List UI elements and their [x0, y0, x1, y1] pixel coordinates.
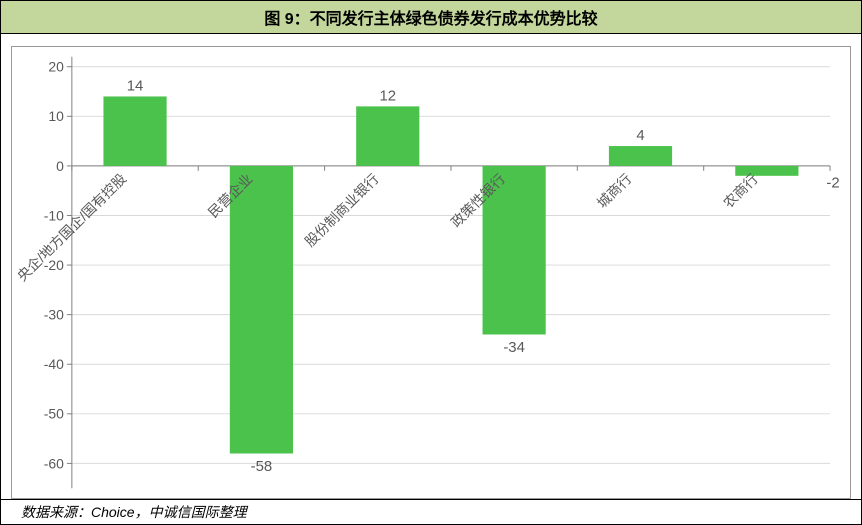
svg-text:10: 10 [48, 108, 64, 124]
chart-container: 图 9：不同发行主体绿色债券发行成本优势比较 -60 -50 -40 -30 -2 0 -1… [0, 0, 862, 525]
chart-area: -60-50-40-30-20-100102014央企/地方国企/国有控股-58… [1, 34, 861, 499]
data-source: 数据来源：Choice，中诚信国际整理 [1, 499, 861, 524]
svg-text:-60: -60 [44, 455, 64, 471]
bar [609, 146, 672, 166]
svg-text:20: 20 [48, 59, 64, 75]
svg-text:-10: -10 [44, 207, 64, 223]
category-label: 股份制商业银行 [301, 170, 382, 249]
svg-text:-50: -50 [44, 406, 64, 422]
category-label: 农商行 [720, 170, 761, 210]
svg-text:-30: -30 [44, 307, 64, 323]
value-label: 14 [127, 79, 144, 95]
bar [230, 166, 293, 454]
category-label: 城商行 [594, 170, 635, 210]
value-label: 4 [636, 128, 644, 144]
svg-text:0: 0 [56, 158, 64, 174]
bar [103, 96, 166, 165]
value-label: -34 [503, 340, 525, 356]
value-label: 12 [379, 89, 396, 105]
svg-text:-40: -40 [44, 356, 64, 372]
plot-border: -60-50-40-30-20-100102014央企/地方国企/国有控股-58… [11, 46, 851, 499]
bar [356, 106, 419, 166]
value-label: -58 [251, 459, 273, 475]
value-label: -2 [826, 176, 839, 192]
chart-svg: -60-50-40-30-20-100102014央企/地方国企/国有控股-58… [12, 47, 850, 498]
chart-title: 图 9：不同发行主体绿色债券发行成本优势比较 [1, 1, 861, 34]
